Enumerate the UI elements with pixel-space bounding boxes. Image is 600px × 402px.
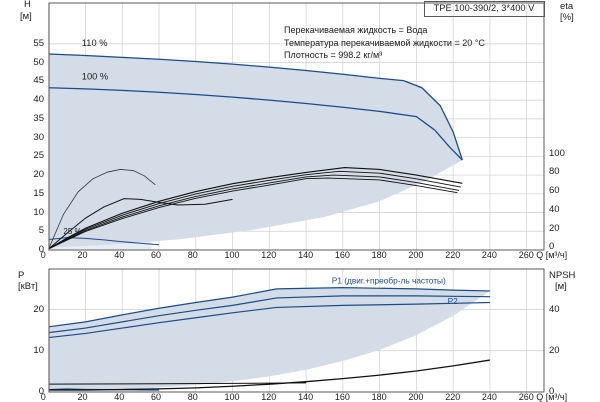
- svg-text:110 %: 110 %: [82, 38, 108, 48]
- svg-text:25 %: 25 %: [63, 227, 81, 236]
- svg-text:P1 (двиг.+преобр-ль частоты): P1 (двиг.+преобр-ль частоты): [332, 276, 446, 286]
- svg-text:100 %: 100 %: [82, 72, 108, 82]
- svg-text:P2: P2: [448, 296, 459, 306]
